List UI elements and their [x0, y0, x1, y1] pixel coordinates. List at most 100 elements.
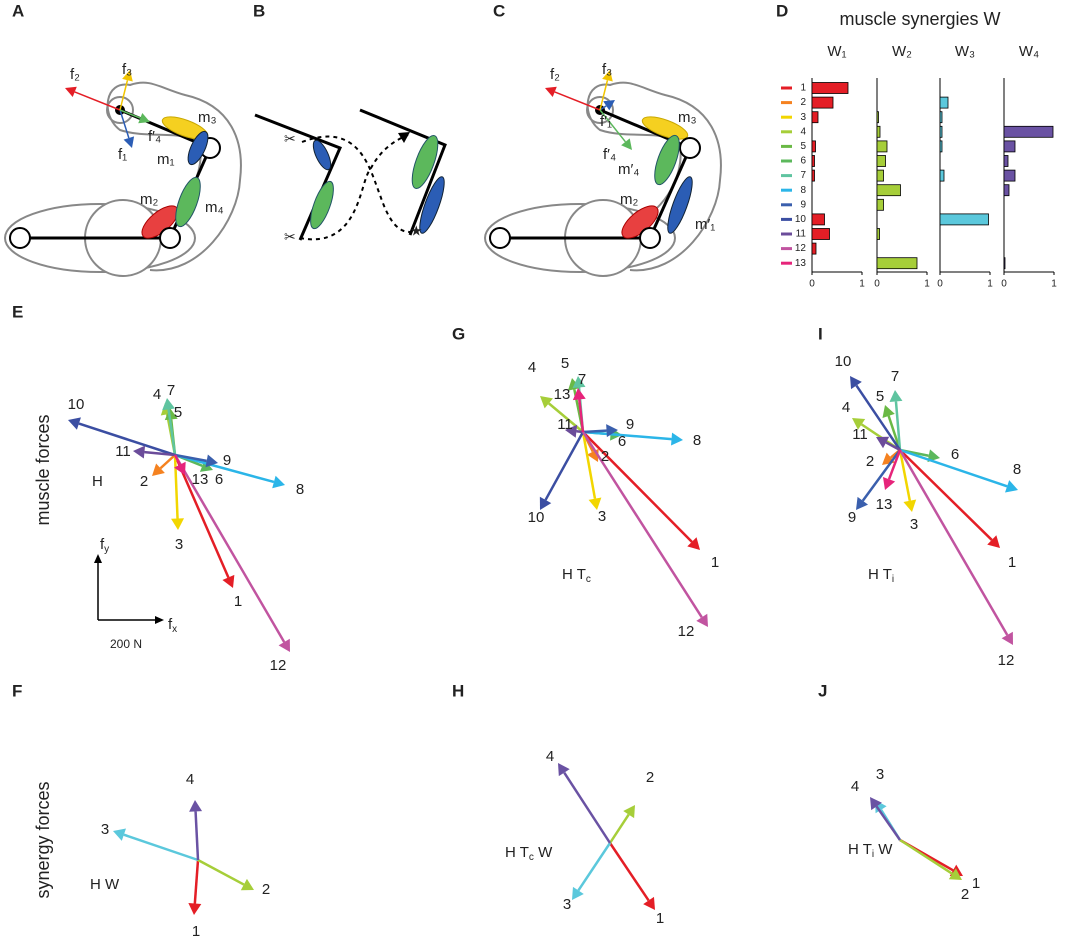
force-arrow-head — [123, 136, 135, 148]
muscle-force-arrow-head — [687, 537, 700, 550]
synergy-force-arrow-head — [870, 797, 882, 811]
row-label: 3 — [800, 112, 806, 123]
muscle-label: m₃ — [678, 109, 697, 126]
svg-text:✂: ✂ — [284, 131, 296, 147]
muscle-force-label: 2 — [866, 453, 874, 470]
bar — [876, 228, 880, 240]
muscle-force-arrow — [887, 415, 902, 451]
synergy-force-label: 2 — [961, 886, 969, 903]
force-label: f₂ — [550, 66, 560, 83]
muscle-force-label: 10 — [835, 353, 852, 370]
x-tick-label: 1 — [987, 279, 993, 290]
muscle-force-arrow-head — [850, 376, 862, 390]
muscle-force-arrow-head — [572, 376, 586, 389]
muscle-force-label: 8 — [1013, 461, 1021, 478]
bar — [876, 184, 901, 197]
muscle-force-arrow-head — [222, 574, 235, 588]
muscle-force-label: 6 — [951, 446, 959, 463]
panel-letter: D — [776, 1, 788, 20]
muscle-force-arrow — [173, 454, 179, 519]
muscle-force-arrow — [173, 454, 181, 466]
muscle-force-arrow — [167, 409, 177, 456]
bar — [811, 155, 815, 167]
muscle-force-arrow-head — [588, 497, 602, 510]
muscle-force-arrow — [173, 454, 230, 578]
muscle-force-arrow — [887, 449, 902, 480]
synergy-force-label: 2 — [262, 881, 270, 898]
muscle-force-label: 6 — [215, 471, 223, 488]
muscle-force-arrow — [173, 454, 286, 643]
muscle-force-label: 12 — [678, 623, 695, 640]
bar — [876, 140, 888, 153]
muscle-force-label: 8 — [693, 432, 701, 449]
row-label: 5 — [800, 141, 806, 152]
bar — [1003, 184, 1010, 197]
muscle-force-arrow-head — [882, 476, 896, 490]
synergy-force-label: 4 — [186, 771, 194, 788]
synergy-force-arrow-head — [240, 878, 254, 891]
bar — [939, 169, 945, 182]
bar — [939, 96, 949, 109]
muscle-m4p — [654, 134, 680, 186]
svg-text:★: ★ — [410, 223, 423, 239]
force-arrow — [119, 80, 129, 111]
synergy-force-arrow-head — [572, 886, 584, 900]
force-arrow-head — [138, 112, 150, 124]
muscle-force-label: 13 — [554, 386, 571, 403]
muscle-force-arrow-head — [565, 424, 578, 438]
muscle-force-label: 7 — [891, 368, 899, 385]
force-label: f₁ — [118, 146, 127, 163]
muscle-force-label: 5 — [561, 355, 569, 372]
synergy-force-label: 3 — [876, 766, 884, 783]
muscle-force-label: 1 — [1008, 554, 1016, 571]
bar — [939, 111, 943, 124]
x-tick-label: 0 — [809, 279, 815, 290]
force-label: f₃ — [602, 61, 612, 78]
muscle-force-arrow — [885, 441, 901, 452]
muscle-force-arrow-head — [278, 638, 290, 652]
synergy-force-arrow-head — [623, 805, 635, 819]
muscle-force-arrow-head — [903, 499, 917, 512]
force-arrow-head — [602, 70, 613, 82]
op-f: H W — [90, 876, 120, 893]
panel-letter: H — [452, 681, 464, 700]
muscle-force-arrow-head — [1005, 480, 1018, 493]
bar — [939, 125, 943, 138]
muscle-label: m′₄ — [618, 161, 639, 178]
muscle-label: m₃ — [198, 109, 217, 126]
muscle-force-arrow-head — [696, 613, 708, 627]
muscle-force-arrow-head — [164, 408, 178, 421]
force-arrow — [554, 91, 601, 111]
muscle-force-arrow — [174, 453, 275, 484]
synergy-force-arrow — [563, 771, 612, 844]
panel-letter: C — [493, 1, 505, 20]
muscle-force-arrow-head — [876, 436, 890, 449]
panel-b-drawing: ★ ✂ ✂ — [254, 108, 447, 245]
bar — [811, 111, 819, 124]
series-title: W₂ — [892, 43, 912, 60]
svg-text:✂: ✂ — [284, 229, 296, 245]
muscle-force-label: 5 — [174, 404, 182, 421]
muscle-force-label: 1 — [234, 593, 242, 610]
synergy-force-label: 4 — [546, 748, 554, 765]
row-label: 11 — [796, 229, 807, 240]
muscle-force-arrow-head — [133, 445, 146, 459]
op-g: H Tc — [562, 566, 591, 585]
muscle-force-label: 9 — [223, 452, 231, 469]
muscle-force-label: 9 — [848, 509, 856, 526]
panel-letter: I — [818, 324, 823, 343]
bar — [876, 111, 879, 124]
muscle-force-arrow-head — [272, 475, 285, 489]
x-tick-label: 0 — [874, 279, 880, 290]
muscle-force-label: 4 — [842, 399, 850, 416]
muscle-force-arrow-head — [856, 496, 869, 510]
muscle-force-label: 9 — [626, 416, 634, 433]
muscle-force-arrow-head — [205, 454, 218, 468]
muscle-force-arrow-head — [171, 518, 185, 530]
row-label: 8 — [800, 185, 806, 196]
synergy-force-arrow — [197, 858, 245, 886]
synergy-force-label: 3 — [563, 896, 571, 913]
bar — [939, 213, 989, 226]
force-label: f′₄ — [603, 146, 616, 163]
